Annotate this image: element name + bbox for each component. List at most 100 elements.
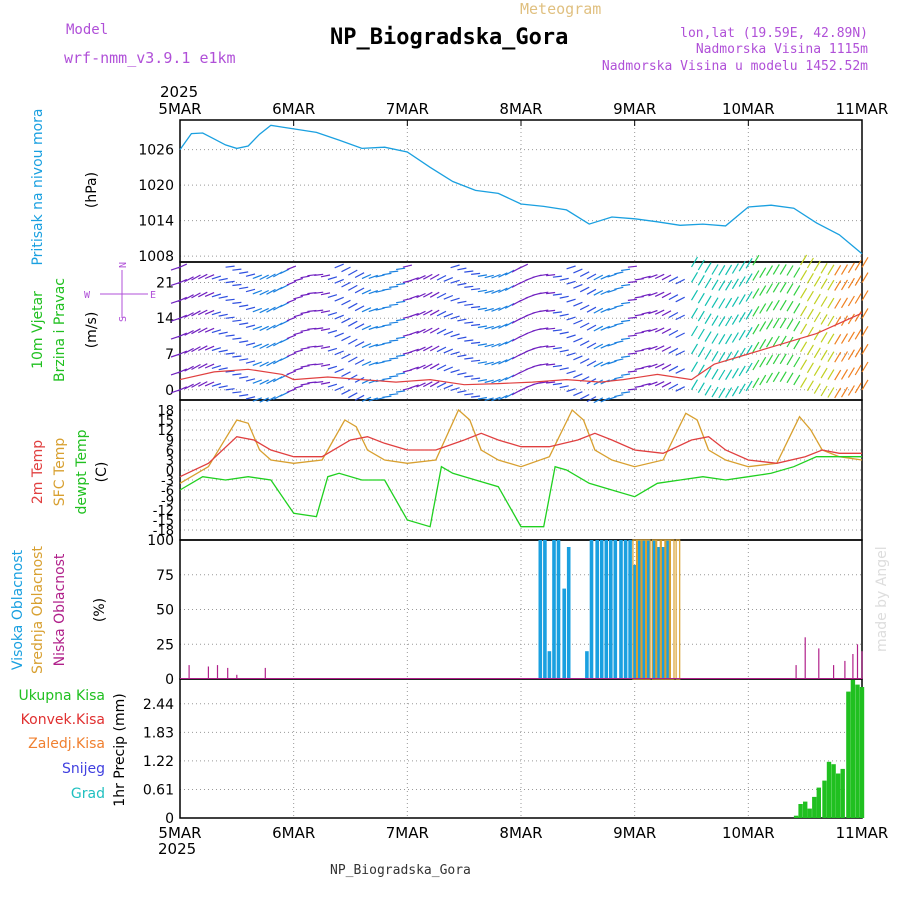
wind-barb <box>409 384 419 389</box>
wind-barb <box>854 328 862 340</box>
wind-barb <box>813 383 821 394</box>
wind-barb <box>738 260 746 272</box>
wind-barb <box>675 332 685 339</box>
wind-barb <box>579 271 590 278</box>
wind-barb <box>457 318 467 322</box>
wind-barb <box>225 316 235 319</box>
y-tick-label: 18 <box>157 404 174 419</box>
wind-barb <box>834 351 842 363</box>
wind-barb <box>675 314 685 321</box>
wind-barb <box>266 342 276 349</box>
product-title: Meteogram <box>520 0 601 18</box>
legend-south: S <box>118 316 129 322</box>
wind-barb <box>661 292 672 299</box>
wind-barb <box>779 281 787 293</box>
legend-east: E <box>150 290 156 301</box>
wind-barb <box>429 345 440 352</box>
wind-barb <box>225 265 235 268</box>
wind-barb <box>211 347 222 352</box>
wind-barb <box>382 272 392 276</box>
wind-barb <box>772 299 780 311</box>
wind-barb <box>354 305 365 312</box>
wind-barb <box>711 297 719 309</box>
y-tick-label: 1014 <box>138 214 174 230</box>
wind-barb <box>416 382 426 388</box>
wind-barb <box>704 367 712 378</box>
wind-barb <box>204 292 215 297</box>
wind-barb <box>429 327 440 334</box>
precip-bar <box>859 687 865 818</box>
legend-west: W <box>84 290 91 301</box>
wind-barb <box>471 341 481 344</box>
wind-barb <box>239 322 249 326</box>
y-tick-label: -6 <box>161 484 174 499</box>
wind-barb <box>559 367 569 371</box>
wind-barb <box>745 362 753 374</box>
wind-barb <box>416 292 426 299</box>
wind-barb <box>566 280 576 285</box>
wind-barb <box>300 347 310 350</box>
wind-barb <box>607 396 617 401</box>
wind-barb <box>539 273 549 277</box>
wind-barb <box>382 359 392 363</box>
y-tick-label: 14 <box>156 311 174 327</box>
y-tick-label: -12 <box>153 504 174 519</box>
wind-barb <box>218 277 228 281</box>
precip-hail-label: Grad <box>71 786 105 802</box>
wind-barb <box>245 396 256 400</box>
mid-cloud-label: Srednja Oblacnost <box>30 546 46 674</box>
wind-barb <box>416 275 426 281</box>
wind-barb <box>552 311 562 314</box>
wind-barb <box>772 264 780 275</box>
wind-barb <box>464 393 474 396</box>
elevation-label: Nadmorska Visina 1115m <box>696 42 868 57</box>
high-cloud-bar <box>623 540 628 679</box>
dewpt-label: dewpt Temp <box>74 429 90 514</box>
wind-barb <box>389 303 399 306</box>
wind-barb <box>484 343 494 348</box>
wind-barb <box>225 298 235 301</box>
wind-barb <box>396 300 406 304</box>
wind-barb <box>745 326 753 338</box>
wind-barb <box>368 274 378 279</box>
wind-barb <box>286 316 297 322</box>
wind-barb <box>614 286 624 290</box>
wind-barb <box>772 281 780 293</box>
wind-barb <box>840 351 849 362</box>
wind-barb <box>266 378 276 385</box>
wind-barb <box>641 382 651 387</box>
wind-barb <box>704 295 712 307</box>
wind-barb <box>573 319 583 325</box>
wind-barb <box>361 325 372 331</box>
wind-barb <box>354 287 365 294</box>
wind-barb <box>484 307 494 312</box>
wind-barb <box>484 325 494 330</box>
wind-barb <box>334 278 344 284</box>
wind-barb <box>191 346 201 353</box>
pressure-line <box>179 124 863 255</box>
wind-barb <box>759 285 767 296</box>
wind-barb <box>484 397 494 401</box>
wind-barb <box>704 262 712 273</box>
wind-barb <box>239 271 249 274</box>
sfc-label: SFC Temp <box>52 438 68 507</box>
wind-barb <box>621 373 631 376</box>
wind-barb <box>477 396 488 400</box>
wind-barb <box>259 361 269 367</box>
wind-barb <box>627 298 637 301</box>
temp2m-label: 2m Temp <box>30 440 46 504</box>
wind-barb <box>559 349 569 353</box>
wind-barb <box>779 264 787 275</box>
wind-barb <box>191 292 201 299</box>
wind-barb <box>252 274 263 280</box>
wind-barb <box>854 346 862 358</box>
wind-barb <box>443 366 454 372</box>
wind-barb <box>300 329 310 332</box>
wind-barb <box>429 381 440 388</box>
y-tick-label: 2.44 <box>143 697 174 713</box>
wind-barb <box>621 268 631 272</box>
wind-barb <box>177 368 188 374</box>
wind-barb <box>184 383 194 390</box>
wind-barb <box>772 317 780 329</box>
wind-barb <box>409 295 419 300</box>
